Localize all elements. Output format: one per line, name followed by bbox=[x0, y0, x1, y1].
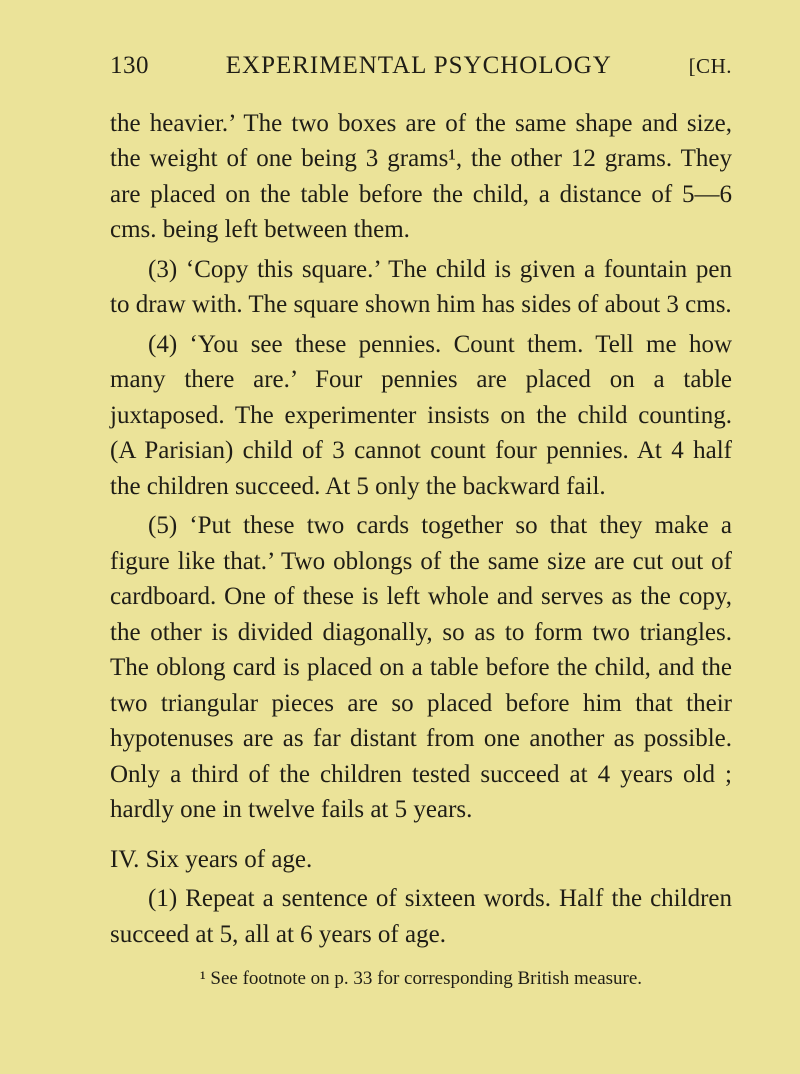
page-number: 130 bbox=[110, 48, 149, 84]
section-heading: IV. Six years of age. bbox=[110, 842, 732, 878]
body-paragraph: the heavier.’ The two boxes are of the s… bbox=[110, 106, 732, 248]
page: 130 EXPERIMENTAL PSYCHOLOGY [CH. the hea… bbox=[0, 0, 800, 1052]
page-title: EXPERIMENTAL PSYCHOLOGY bbox=[226, 48, 612, 84]
body-paragraph: (1) Repeat a sentence of sixteen words. … bbox=[110, 881, 732, 952]
body-paragraph: (4) ‘You see these pennies. Count them. … bbox=[110, 327, 732, 505]
body-paragraph: (3) ‘Copy this square.’ The child is giv… bbox=[110, 252, 732, 323]
footnote: ¹ See footnote on p. 33 for correspondin… bbox=[110, 966, 732, 993]
running-head: 130 EXPERIMENTAL PSYCHOLOGY [CH. bbox=[110, 48, 732, 84]
chapter-mark: [CH. bbox=[689, 52, 732, 82]
body-paragraph: (5) ‘Put these two cards together so tha… bbox=[110, 508, 732, 828]
